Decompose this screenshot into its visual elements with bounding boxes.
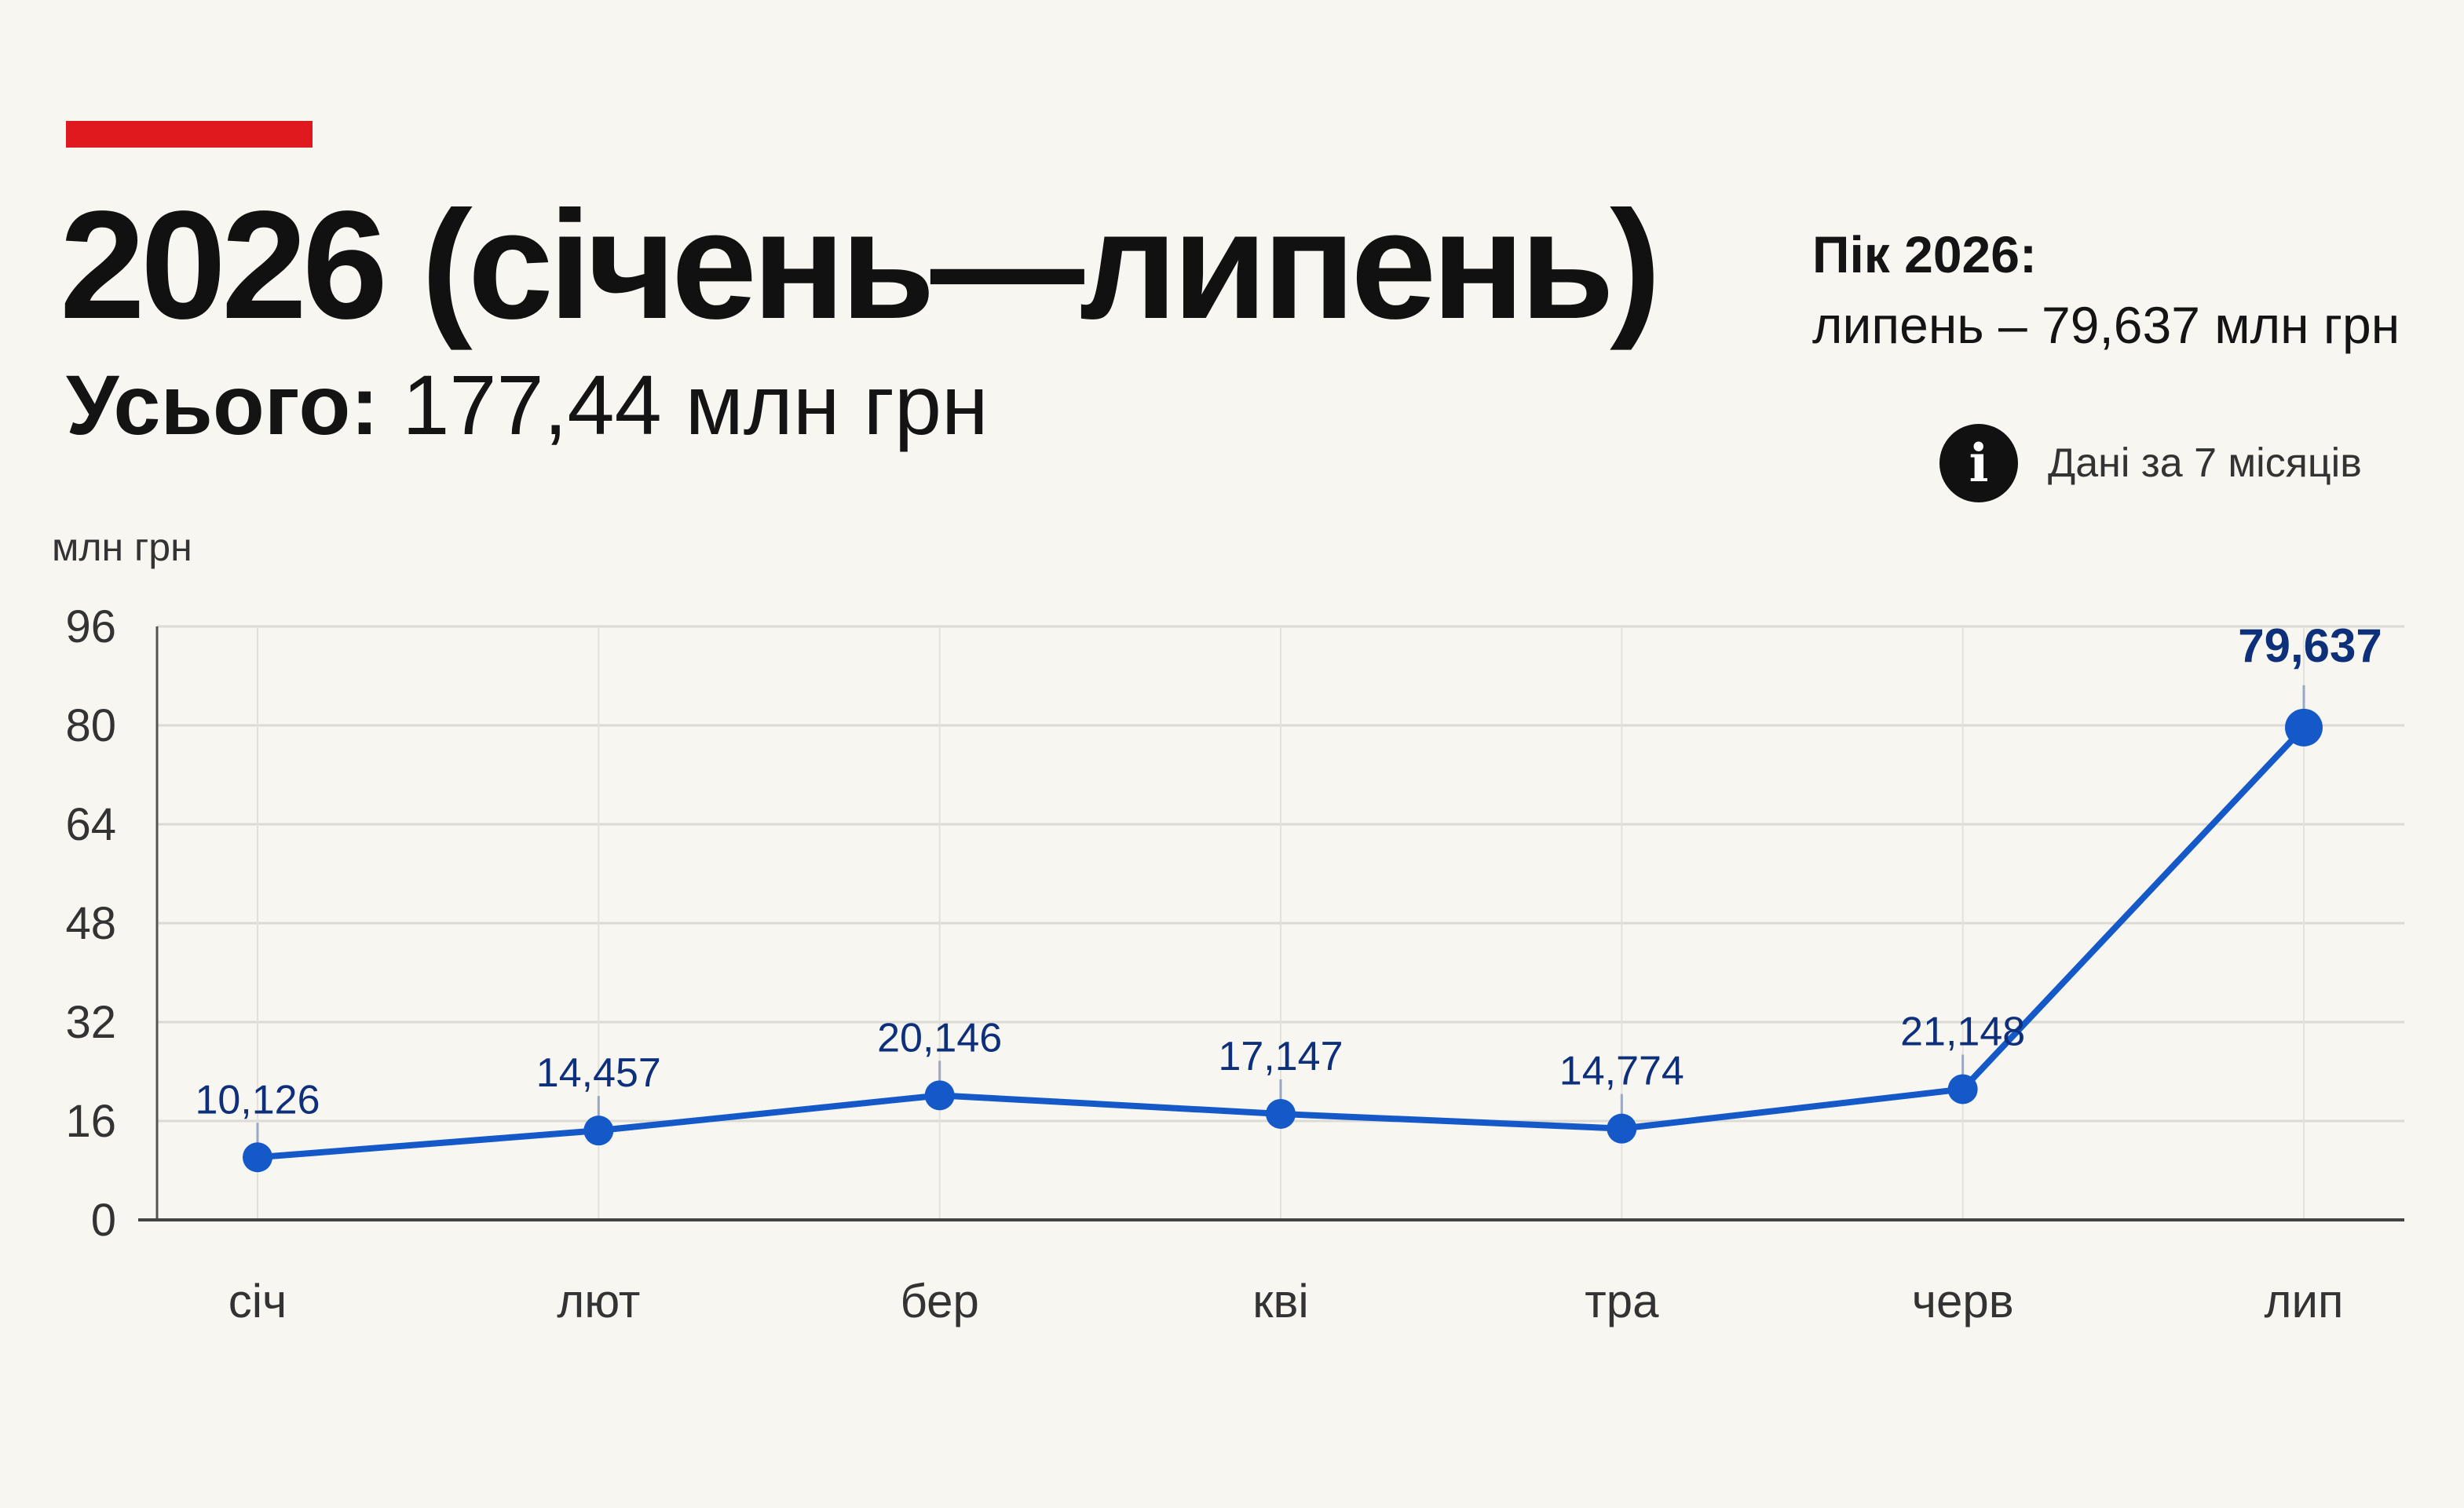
data-label: 17,147 [1218,1034,1343,1079]
data-label: 14,457 [536,1050,661,1096]
data-label: 14,774 [1559,1049,1684,1094]
data-label: 79,637 [2238,619,2382,672]
peak-label: Пік 2026: [1812,225,2037,283]
y-tick-label: 80 [65,700,116,751]
total-value: 177,44 млн грн [402,357,989,452]
x-tick-label: лип [2264,1275,2343,1327]
data-label: 21,148 [1900,1009,2025,1054]
data-point [1266,1098,1296,1129]
data-point [924,1080,955,1111]
y-tick-label: 0 [91,1195,116,1246]
total-summary: Усього: 177,44 млн грн [66,363,989,447]
y-tick-label: 32 [65,997,116,1048]
data-point [1607,1113,1637,1144]
x-tick-label: тра [1585,1275,1659,1327]
data-label: 20,146 [877,1015,1002,1061]
y-tick-label: 48 [65,898,116,949]
x-tick-label: черв [1912,1275,2014,1327]
data-point [2285,708,2323,747]
x-tick-label: кві [1252,1275,1308,1327]
x-tick-label: січ [228,1275,287,1327]
y-axis-unit-label: млн грн [52,525,192,569]
peak-callout: Пік 2026: липень – 79,637 млн грн [1812,220,2400,361]
info-icon: i [1939,424,2018,502]
data-point [583,1115,614,1146]
data-note: i Дані за 7 місяців [1939,424,2362,502]
peak-value: липень – 79,637 млн грн [1812,295,2400,354]
y-tick-label: 96 [65,601,116,652]
accent-bar [66,121,313,148]
x-tick-label: лют [557,1275,640,1327]
page-title: 2026 (січень—липень) [60,179,1661,351]
data-point [1947,1074,1978,1105]
x-tick-label: бер [900,1275,978,1327]
data-point [243,1142,272,1173]
y-tick-label: 64 [65,799,116,850]
total-label: Усього: [66,357,379,452]
y-tick-label: 16 [65,1096,116,1147]
note-text: Дані за 7 місяців [2048,440,2362,486]
data-label: 10,126 [195,1077,320,1123]
